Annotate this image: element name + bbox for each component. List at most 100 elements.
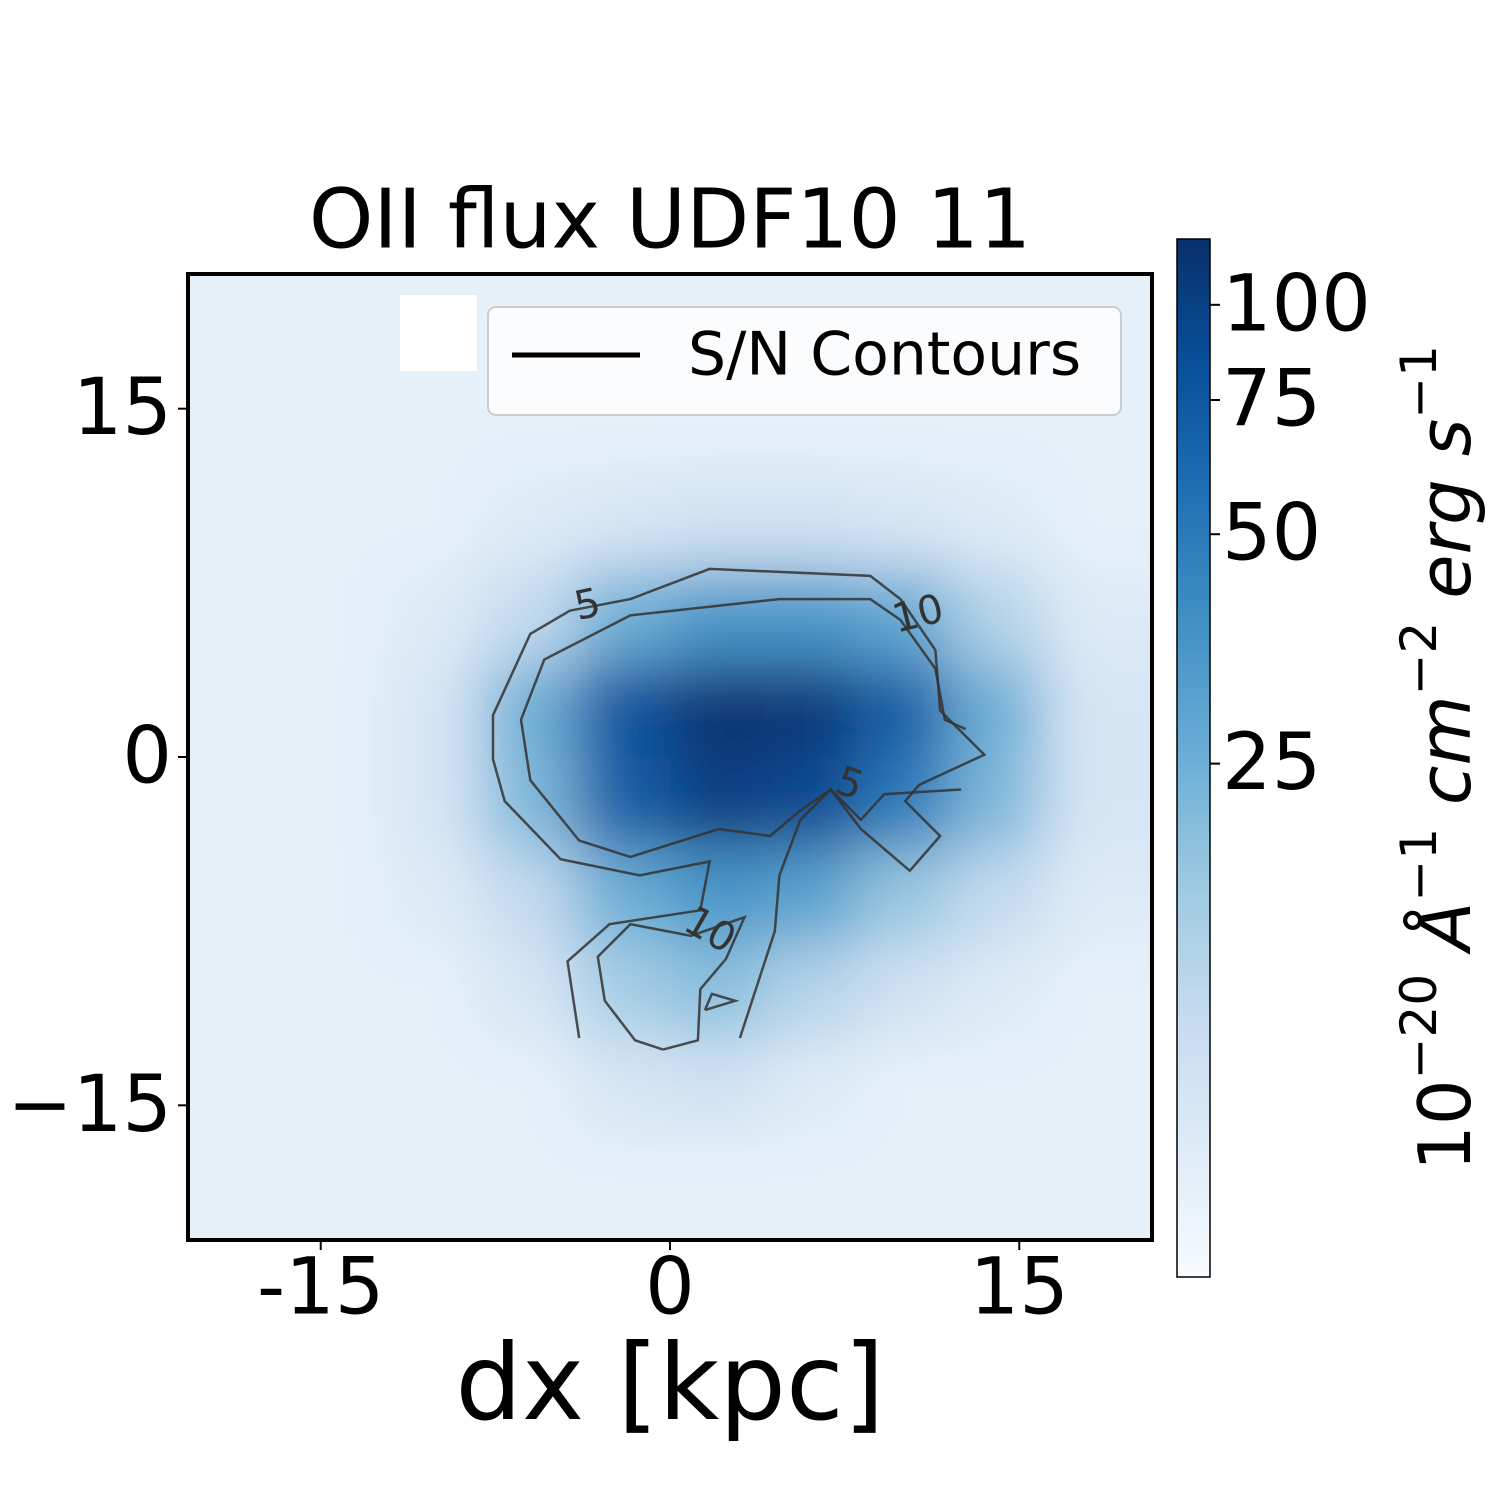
- legend-box: [487, 306, 1122, 416]
- heat-cell: [856, 757, 951, 851]
- x-axis-label: dx [kpc]: [455, 1322, 884, 1444]
- heat-cell: [856, 1035, 951, 1130]
- heat-cell: [949, 571, 1044, 666]
- heat-cell: [576, 757, 671, 851]
- heat-cell: [949, 942, 1044, 1037]
- heat-cell: [188, 274, 299, 387]
- heat-cell: [188, 1035, 299, 1130]
- heat-cell: [949, 478, 1044, 573]
- heat-cell: [1042, 478, 1152, 573]
- heat-cell: [949, 849, 1044, 944]
- contour-line: [703, 992, 740, 1012]
- heat-cell: [763, 664, 858, 758]
- x-tick-label: 0: [645, 1242, 695, 1332]
- contours: [491, 567, 987, 1051]
- heat-cell: [188, 942, 299, 1037]
- x-tick-label: -15: [257, 1242, 384, 1332]
- heat-cell: [763, 942, 858, 1037]
- heat-cell: [188, 478, 299, 573]
- x-tick-label: 15: [970, 1242, 1069, 1332]
- heat-cell: [763, 571, 858, 666]
- heat-cell: [483, 942, 578, 1037]
- colorbar-label-part: cm: [1403, 695, 1487, 828]
- heat-cell: [576, 478, 671, 573]
- heat-cell: [390, 1035, 485, 1130]
- y-tick-label: 15: [73, 363, 172, 453]
- colorbar-tick-label: 25: [1222, 718, 1321, 808]
- colorbar-label: 10−20 Å−1 cm−2 erg s−1: [1390, 345, 1487, 1171]
- heat-cell: [670, 1035, 765, 1130]
- heat-cell: [297, 664, 392, 758]
- heat-cell: [576, 1035, 671, 1130]
- heat-cell: [1042, 571, 1152, 666]
- heatmap: [188, 274, 1152, 1240]
- heat-cell: [297, 942, 392, 1037]
- colorbar: [1176, 238, 1211, 1278]
- heat-cell: [297, 478, 392, 573]
- heat-cell: [188, 664, 299, 758]
- heat-cell: [670, 1128, 765, 1240]
- y-tick-label: 0: [122, 711, 172, 801]
- colorbar-label-part: Å: [1403, 902, 1487, 974]
- heat-cell: [856, 942, 951, 1037]
- heat-cell: [856, 1128, 951, 1240]
- heat-cell: [576, 664, 671, 758]
- heat-cell: [390, 571, 485, 666]
- heat-cell: [297, 1035, 392, 1130]
- heat-cell: [483, 664, 578, 758]
- heat-cell: [763, 1035, 858, 1130]
- heat-cell: [390, 849, 485, 944]
- heat-cell: [297, 571, 392, 666]
- heat-cell: [949, 664, 1044, 758]
- heat-cell: [297, 274, 392, 387]
- heat-cell: [1042, 757, 1152, 851]
- heat-cell: [390, 478, 485, 573]
- heat-cell: [297, 1128, 392, 1240]
- colorbar-tick-label: 50: [1222, 489, 1321, 579]
- heat-cell: [1042, 1128, 1152, 1240]
- contour-line: [519, 597, 967, 859]
- colorbar-label-exponent: −20: [1390, 974, 1448, 1080]
- heat-cell: [483, 1128, 578, 1240]
- heat-cell: [1042, 1035, 1152, 1130]
- heat-cell: [483, 1035, 578, 1130]
- heat-cell: [856, 478, 951, 573]
- heat-cell: [670, 757, 765, 851]
- colorbar-label-exponent: −2: [1390, 622, 1448, 696]
- heat-cell: [188, 571, 299, 666]
- heat-cell: [949, 757, 1044, 851]
- heat-cell: [188, 757, 299, 851]
- heat-cell: [483, 849, 578, 944]
- heat-cell: [576, 1128, 671, 1240]
- heat-cell: [576, 942, 671, 1037]
- heat-cell: [670, 942, 765, 1037]
- heat-cell: [390, 757, 485, 851]
- heat-cell: [670, 571, 765, 666]
- colorbar-label-part: erg s: [1403, 419, 1487, 622]
- heat-cell: [483, 571, 578, 666]
- heat-cell: [483, 478, 578, 573]
- heat-cell: [763, 478, 858, 573]
- heat-cell: [763, 1128, 858, 1240]
- heat-cell: [949, 1035, 1044, 1130]
- heat-cell: [390, 385, 485, 480]
- contour-line: [491, 567, 987, 1039]
- colorbar-tick-label: 75: [1222, 355, 1321, 445]
- heat-cell: [670, 478, 765, 573]
- y-tick-label: −15: [7, 1060, 172, 1150]
- heat-cell: [670, 664, 765, 758]
- heat-cell: [390, 664, 485, 758]
- heat-cell: [1042, 664, 1152, 758]
- colorbar-label-exponent: −1: [1390, 345, 1448, 419]
- heat-cell: [297, 849, 392, 944]
- colorbar-label-exponent: −1: [1390, 828, 1448, 902]
- chart-title: OII flux UDF10 11: [309, 172, 1031, 267]
- heat-cell: [1042, 849, 1152, 944]
- heat-cell: [390, 942, 485, 1037]
- heat-cell: [188, 1128, 299, 1240]
- heat-cell: [949, 1128, 1044, 1240]
- colorbar-label-part: 10: [1403, 1079, 1487, 1171]
- heat-cell: [1042, 942, 1152, 1037]
- heat-cell: [856, 664, 951, 758]
